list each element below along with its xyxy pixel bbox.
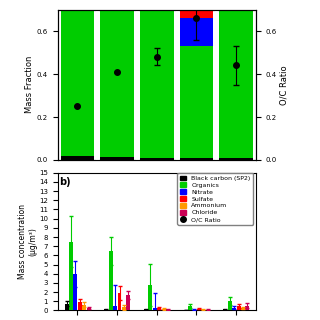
Bar (162, 309, 165, 310)
Bar (201, 309, 205, 310)
Bar (180, 18, 213, 46)
Bar (245, 306, 249, 310)
Text: b): b) (59, 177, 71, 188)
Bar (241, 308, 245, 310)
Bar (219, 0, 253, 158)
Bar (69, 242, 73, 310)
Bar (109, 251, 113, 310)
Bar (78, 302, 82, 310)
Bar (148, 285, 152, 310)
Bar (117, 293, 122, 310)
Y-axis label: Mass Fraction: Mass Fraction (25, 56, 34, 114)
Y-axis label: O/C Ratio: O/C Ratio (280, 65, 289, 105)
Bar (140, 0, 174, 158)
Bar (180, 158, 213, 160)
Bar (197, 308, 201, 310)
Legend: Black carbon (SP2), Organics, Nitrate, Sulfate, Ammonium, Chloride, O/C Ratio: Black carbon (SP2), Organics, Nitrate, S… (177, 173, 253, 225)
Bar (228, 301, 232, 310)
Bar (140, 158, 174, 160)
Bar (144, 309, 148, 310)
Bar (153, 308, 157, 310)
Bar (104, 309, 108, 310)
Bar (126, 295, 130, 310)
Bar (236, 306, 241, 310)
Y-axis label: Mass concentration
(μg/m³): Mass concentration (μg/m³) (18, 204, 37, 279)
Bar (232, 308, 236, 310)
Bar (100, 0, 134, 157)
Bar (122, 307, 126, 310)
Bar (193, 309, 196, 310)
Bar (180, 0, 213, 18)
Bar (166, 309, 170, 310)
Bar (223, 309, 228, 310)
Bar (87, 308, 91, 310)
Bar (157, 308, 161, 310)
Bar (60, 156, 94, 160)
Bar (60, 0, 94, 156)
Bar (113, 306, 117, 310)
Bar (219, 158, 253, 160)
Bar (188, 306, 192, 310)
Bar (180, 46, 213, 158)
Bar (82, 305, 86, 310)
Bar (65, 303, 69, 310)
Bar (74, 274, 77, 310)
Bar (100, 157, 134, 160)
